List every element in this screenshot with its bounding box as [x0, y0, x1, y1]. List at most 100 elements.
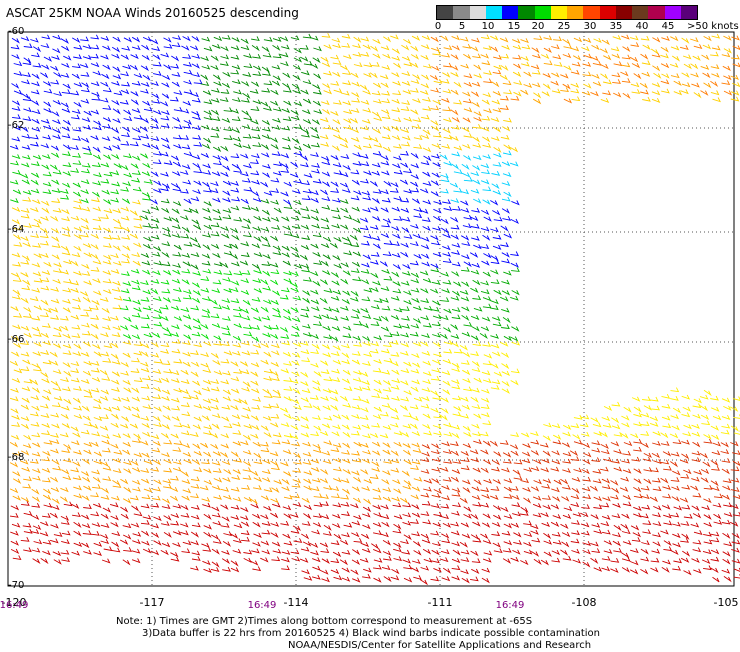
wind-barb	[80, 37, 88, 41]
wind-barb	[411, 55, 418, 59]
wind-barb	[481, 326, 488, 330]
wind-barb	[270, 452, 278, 456]
wind-barb	[270, 334, 277, 338]
wind-barb	[374, 117, 382, 121]
wind-barb	[372, 112, 379, 116]
wind-barb	[153, 151, 161, 155]
wind-barb	[551, 73, 558, 77]
wind-barb	[73, 406, 81, 410]
wind-barb	[402, 271, 410, 275]
wind-barb	[573, 512, 581, 516]
wind-barb	[562, 459, 570, 463]
wind-barb	[43, 341, 51, 345]
wind-barb	[340, 199, 348, 203]
wind-barb	[91, 531, 99, 535]
wind-barb	[301, 133, 309, 137]
wind-barb	[102, 46, 109, 50]
wind-barb	[21, 416, 29, 420]
wind-barb	[144, 488, 152, 492]
wind-barb	[512, 512, 520, 516]
wind-barb	[23, 280, 30, 284]
wind-barb	[161, 138, 168, 142]
wind-barb	[61, 414, 68, 418]
wind-barb	[212, 485, 220, 489]
wind-barb	[301, 264, 309, 268]
wind-barb	[460, 498, 467, 502]
wind-barb	[181, 431, 189, 435]
wind-barb	[703, 498, 710, 502]
wind-barb	[400, 406, 407, 410]
wind-barb	[711, 532, 719, 536]
wind-barb	[351, 196, 359, 200]
wind-barb	[190, 494, 198, 498]
wind-barb	[391, 183, 398, 187]
wind-barb	[162, 75, 169, 79]
wind-barb	[222, 316, 230, 320]
wind-barb	[423, 226, 430, 230]
wind-barb	[13, 190, 20, 194]
wind-barb	[403, 559, 410, 563]
wind-barb	[564, 66, 571, 70]
wind-barb	[531, 551, 538, 555]
wind-barb	[341, 479, 349, 483]
wind-barb	[581, 504, 589, 508]
wind-barb	[452, 488, 460, 492]
wind-barb	[273, 76, 280, 80]
wind-barb	[321, 469, 328, 473]
wind-barb	[354, 145, 361, 149]
wind-barb	[111, 190, 119, 194]
wind-barb	[461, 297, 469, 301]
wind-barb	[660, 54, 668, 58]
wind-barb	[113, 209, 121, 213]
wind-barb	[142, 172, 149, 176]
wind-barb	[43, 190, 51, 194]
wind-barb	[134, 224, 142, 228]
wind-barb	[140, 154, 147, 158]
wind-barb	[434, 489, 441, 493]
wind-barb	[221, 342, 229, 346]
wind-barb	[190, 566, 198, 570]
wind-barb	[323, 531, 331, 535]
wind-barb	[162, 289, 170, 293]
wind-barb	[360, 372, 367, 376]
wind-barb	[243, 300, 250, 304]
wind-barb	[183, 36, 190, 40]
wind-barb	[34, 540, 42, 544]
wind-barb	[104, 344, 112, 348]
wind-barb	[244, 64, 252, 68]
wind-barb	[270, 325, 278, 329]
wind-barb	[211, 535, 218, 539]
wind-barb	[33, 351, 40, 355]
wind-barb	[221, 89, 229, 93]
wind-barb	[51, 146, 58, 150]
wind-barb	[481, 503, 489, 507]
wind-barb	[101, 163, 109, 167]
wind-barb	[360, 443, 368, 447]
wind-barb	[283, 117, 291, 121]
wind-barb	[282, 479, 289, 484]
wind-barb	[240, 362, 247, 366]
wind-barb	[421, 404, 429, 408]
wind-barb	[121, 259, 129, 263]
wind-barb	[511, 380, 518, 384]
wind-barb	[111, 515, 118, 519]
wind-barb	[343, 432, 350, 437]
wind-barb	[342, 353, 349, 358]
wind-barb	[462, 352, 469, 356]
wind-barb	[444, 161, 452, 165]
wind-barb	[344, 386, 352, 390]
wind-barb	[383, 37, 390, 41]
wind-barb	[653, 431, 660, 435]
wind-barb	[221, 380, 229, 384]
wind-barb	[520, 511, 528, 515]
wind-barb	[390, 408, 397, 412]
wind-barb	[174, 125, 182, 129]
wind-barb	[652, 549, 660, 553]
wind-barb	[373, 565, 381, 569]
wind-barb	[460, 542, 467, 546]
wind-barb	[110, 316, 118, 320]
wind-barb	[490, 299, 498, 303]
wind-barb	[412, 363, 419, 367]
wind-barb	[671, 388, 679, 392]
wind-barb	[353, 321, 361, 325]
